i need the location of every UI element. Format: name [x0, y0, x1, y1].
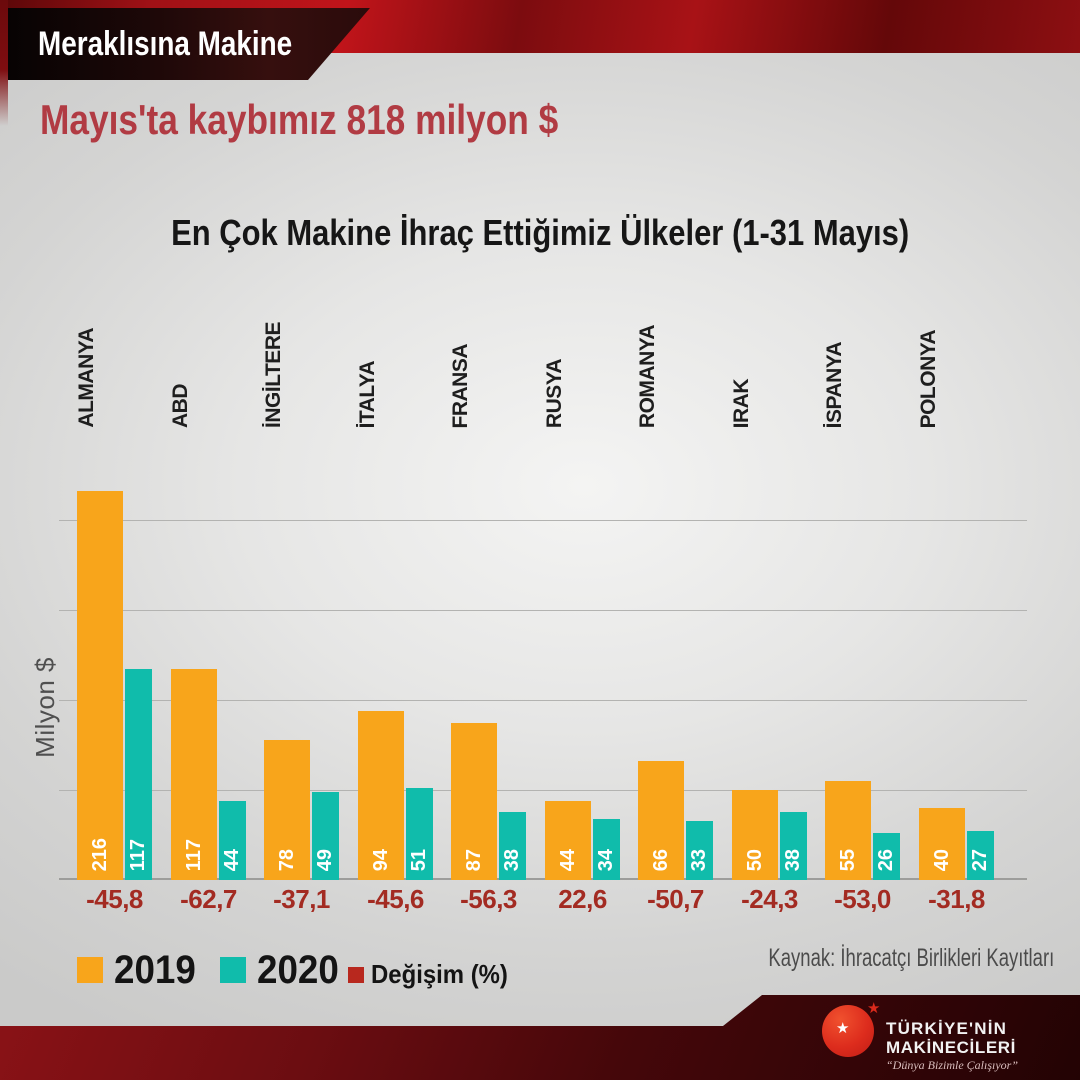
- bar-2019: 40: [919, 808, 965, 880]
- bar-value-label: 66: [649, 848, 672, 871]
- change-percent-label: -37,1: [273, 884, 330, 914]
- bar-value-label: 117: [182, 838, 205, 871]
- bar-2019: 66: [638, 761, 684, 880]
- bar-2020: 33: [686, 821, 713, 880]
- logo-brand-line1: TÜRKİYE'NİN: [886, 1019, 1008, 1038]
- small-star-icon: ★: [867, 1000, 881, 1017]
- country-label: ROMANYA: [636, 324, 659, 428]
- country-label: ABD: [169, 384, 192, 428]
- bar-2020: 27: [967, 831, 994, 880]
- bar-value-label: 26: [875, 848, 897, 871]
- bar-value-label: 94: [369, 848, 392, 871]
- page-title: Mayıs'ta kaybımız 818 milyon $: [40, 96, 559, 143]
- bar-value-label: 87: [462, 848, 485, 871]
- change-percent-label: -45,6: [367, 884, 424, 914]
- bar-value-label: 38: [782, 848, 804, 871]
- bar-value-label: 78: [275, 848, 298, 871]
- chart-title: En Çok Makine İhraç Ettiğimiz Ülkeler (1…: [170, 212, 910, 253]
- bar-2020: 38: [780, 812, 807, 880]
- bar-2020: 44: [219, 801, 246, 880]
- country-label: FRANSA: [449, 343, 472, 429]
- bar-value-label: 117: [127, 838, 149, 871]
- change-percent-label: -31,8: [928, 884, 985, 914]
- bar-2019: 87: [451, 723, 497, 880]
- change-percent-label: -62,7: [180, 884, 237, 914]
- change-percent-label: -45,8: [86, 884, 143, 914]
- gridline: [59, 790, 1027, 791]
- gridline: [59, 610, 1027, 611]
- bar-2020: 34: [593, 819, 620, 880]
- bar-2019: 78: [264, 740, 310, 880]
- legend-label-2019: 2019: [114, 948, 196, 992]
- legend-label-2020: 2020: [257, 948, 339, 992]
- bar-value-label: 51: [408, 848, 430, 871]
- y-axis-label: Milyon $: [30, 657, 60, 758]
- brand-box: Meraklısına Makine: [8, 8, 370, 80]
- change-percent-label: 22,6: [558, 884, 607, 914]
- bar-value-label: 27: [969, 848, 991, 871]
- star-icon: ★: [836, 1020, 850, 1037]
- country-label: ALMANYA: [75, 328, 98, 428]
- bar-2020: 49: [312, 792, 339, 880]
- logo-brand-line2: MAKİNECİLERİ: [886, 1038, 1016, 1057]
- change-percent-label: -53,0: [834, 884, 891, 914]
- legend-swatch-2020: [220, 957, 246, 983]
- logo-slogan: “Dünya Bizimle Çalışıyor”: [886, 1058, 1019, 1072]
- x-axis-baseline: [59, 878, 1027, 880]
- gridline: [59, 700, 1027, 701]
- country-label: İSPANYA: [823, 341, 846, 428]
- bar-value-label: 34: [595, 848, 617, 871]
- source-note: Kaynak: İhracatçı Birlikleri Kayıtları: [768, 944, 1054, 972]
- bar-2020: 51: [406, 788, 433, 880]
- legend-swatch-2019: [77, 957, 103, 983]
- bar-value-label: 40: [930, 848, 953, 871]
- left-red-notch: [0, 0, 8, 126]
- bar-value-label: 50: [743, 848, 766, 871]
- bar-value-label: 44: [556, 848, 579, 871]
- bar-2019: 94: [358, 711, 404, 880]
- chart-title-wrap: En Çok Makine İhraç Ettiğimiz Ülkeler (1…: [0, 212, 1080, 254]
- legend-swatch-change: [348, 967, 364, 983]
- change-percent-label: -24,3: [741, 884, 798, 914]
- brand-label: Meraklısına Makine: [38, 24, 293, 63]
- bar-value-label: 49: [314, 848, 336, 871]
- bar-value-label: 55: [836, 848, 859, 871]
- bar-2020: 117: [125, 669, 152, 880]
- gridline: [59, 520, 1027, 521]
- bar-2019: 50: [732, 790, 778, 880]
- bar-2020: 38: [499, 812, 526, 880]
- country-label: IRAK: [730, 378, 753, 428]
- bar-value-label: 44: [221, 848, 243, 871]
- country-label: POLONYA: [917, 329, 940, 428]
- bar-value-label: 38: [501, 848, 523, 871]
- logo-circle-icon: ★: [822, 1005, 874, 1057]
- bar-value-label: 33: [688, 848, 710, 871]
- bar-2019: 117: [171, 669, 217, 880]
- change-percent-label: -56,3: [460, 884, 517, 914]
- bar-2019: 216: [77, 491, 123, 880]
- change-percent-label: -50,7: [647, 884, 704, 914]
- bar-value-label: 216: [88, 837, 111, 871]
- bar-2019: 44: [545, 801, 591, 880]
- country-label: İTALYA: [356, 360, 379, 428]
- footer-logo-text: TÜRKİYE'NİN MAKİNECİLERİ “Dünya Bizimle …: [886, 1020, 1018, 1071]
- bar-2019: 55: [825, 781, 871, 880]
- bar-2020: 26: [873, 833, 900, 880]
- country-label: RUSYA: [543, 358, 566, 428]
- legend-label-change: Değişim (%): [371, 959, 508, 989]
- country-label: İNGİLTERE: [262, 322, 285, 428]
